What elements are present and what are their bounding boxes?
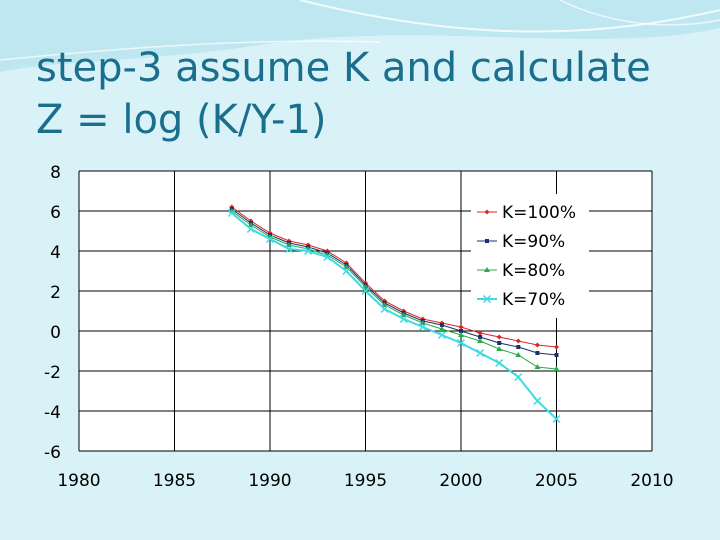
- y-tick-label: -6: [44, 443, 61, 463]
- series-line: [231, 208, 557, 356]
- data-point: [399, 314, 408, 324]
- data-point: [362, 284, 369, 289]
- legend-label: K=70%: [502, 290, 565, 310]
- data-point: [477, 330, 483, 336]
- data-point: [534, 342, 540, 348]
- data-point: [419, 320, 426, 325]
- data-point: [437, 330, 446, 340]
- data-point: [227, 208, 236, 218]
- data-point: [535, 351, 540, 355]
- legend-item: K=70%: [477, 290, 565, 310]
- data-point: [323, 252, 332, 262]
- slide-title-line-1: step-3 assume K and calculate: [36, 45, 651, 91]
- legend-marker: [482, 294, 492, 304]
- legend-marker: [485, 239, 489, 243]
- data-point: [497, 341, 502, 345]
- x-tick-label: 2005: [535, 471, 578, 491]
- header-wave-decoration: [0, 0, 720, 72]
- y-tick-label: 6: [50, 203, 61, 223]
- data-point: [304, 246, 313, 256]
- legend-item: K=80%: [477, 261, 565, 281]
- data-point: [380, 304, 389, 314]
- data-point: [458, 324, 464, 330]
- x-tick-label: 1995: [344, 471, 387, 491]
- data-point: [361, 286, 370, 296]
- x-tick-label: 2010: [630, 471, 673, 491]
- data-point: [514, 372, 523, 382]
- slide-title: step-3 assume K and calculate Z = log (K…: [36, 42, 651, 146]
- series-line: [231, 210, 557, 370]
- data-point: [285, 244, 294, 254]
- data-point: [456, 338, 466, 348]
- data-point: [477, 338, 484, 343]
- data-point: [495, 358, 504, 368]
- slide-title-line-2: Z = log (K/Y-1): [36, 97, 327, 143]
- data-point: [554, 353, 559, 357]
- data-point: [265, 234, 275, 244]
- data-point: [478, 335, 483, 339]
- data-point: [515, 338, 521, 344]
- x-tick-label: 1980: [57, 471, 100, 491]
- data-point: [438, 326, 445, 331]
- data-point: [381, 302, 388, 307]
- data-point: [496, 346, 503, 351]
- legend-item: K=100%: [477, 203, 576, 223]
- legend-marker: [484, 267, 490, 272]
- data-point: [554, 344, 559, 350]
- y-tick-label: -2: [44, 363, 61, 383]
- y-tick-label: 8: [50, 163, 61, 183]
- y-tick-label: -4: [44, 403, 61, 423]
- data-point: [458, 332, 464, 337]
- data-point: [418, 322, 427, 332]
- legend-label: K=100%: [502, 203, 576, 223]
- legend-marker: [484, 209, 490, 215]
- data-point: [553, 366, 560, 371]
- data-point: [439, 323, 444, 327]
- data-point: [342, 266, 351, 276]
- data-point: [400, 312, 407, 317]
- x-tick-label: 1990: [248, 471, 291, 491]
- legend-box: [471, 194, 589, 318]
- data-point: [286, 242, 293, 247]
- x-tick-label: 2000: [439, 471, 482, 491]
- data-point: [246, 224, 255, 234]
- data-point: [552, 414, 561, 424]
- data-point: [516, 345, 521, 349]
- data-point: [515, 352, 522, 357]
- y-tick-label: 0: [50, 323, 61, 343]
- legend-item: K=90%: [477, 232, 565, 252]
- series-line: [231, 206, 557, 348]
- series-K=70%: [227, 208, 561, 424]
- data-point: [247, 222, 254, 227]
- data-point: [459, 329, 463, 333]
- data-point: [496, 334, 502, 340]
- y-tick-label: 4: [50, 243, 61, 263]
- legend-label: K=90%: [502, 232, 565, 252]
- data-point: [533, 396, 542, 406]
- data-point: [343, 264, 350, 269]
- data-point: [476, 348, 485, 358]
- y-tick-label: 2: [50, 283, 61, 303]
- legend-label: K=80%: [502, 261, 565, 281]
- data-point: [534, 364, 541, 369]
- x-tick-label: 1985: [153, 471, 196, 491]
